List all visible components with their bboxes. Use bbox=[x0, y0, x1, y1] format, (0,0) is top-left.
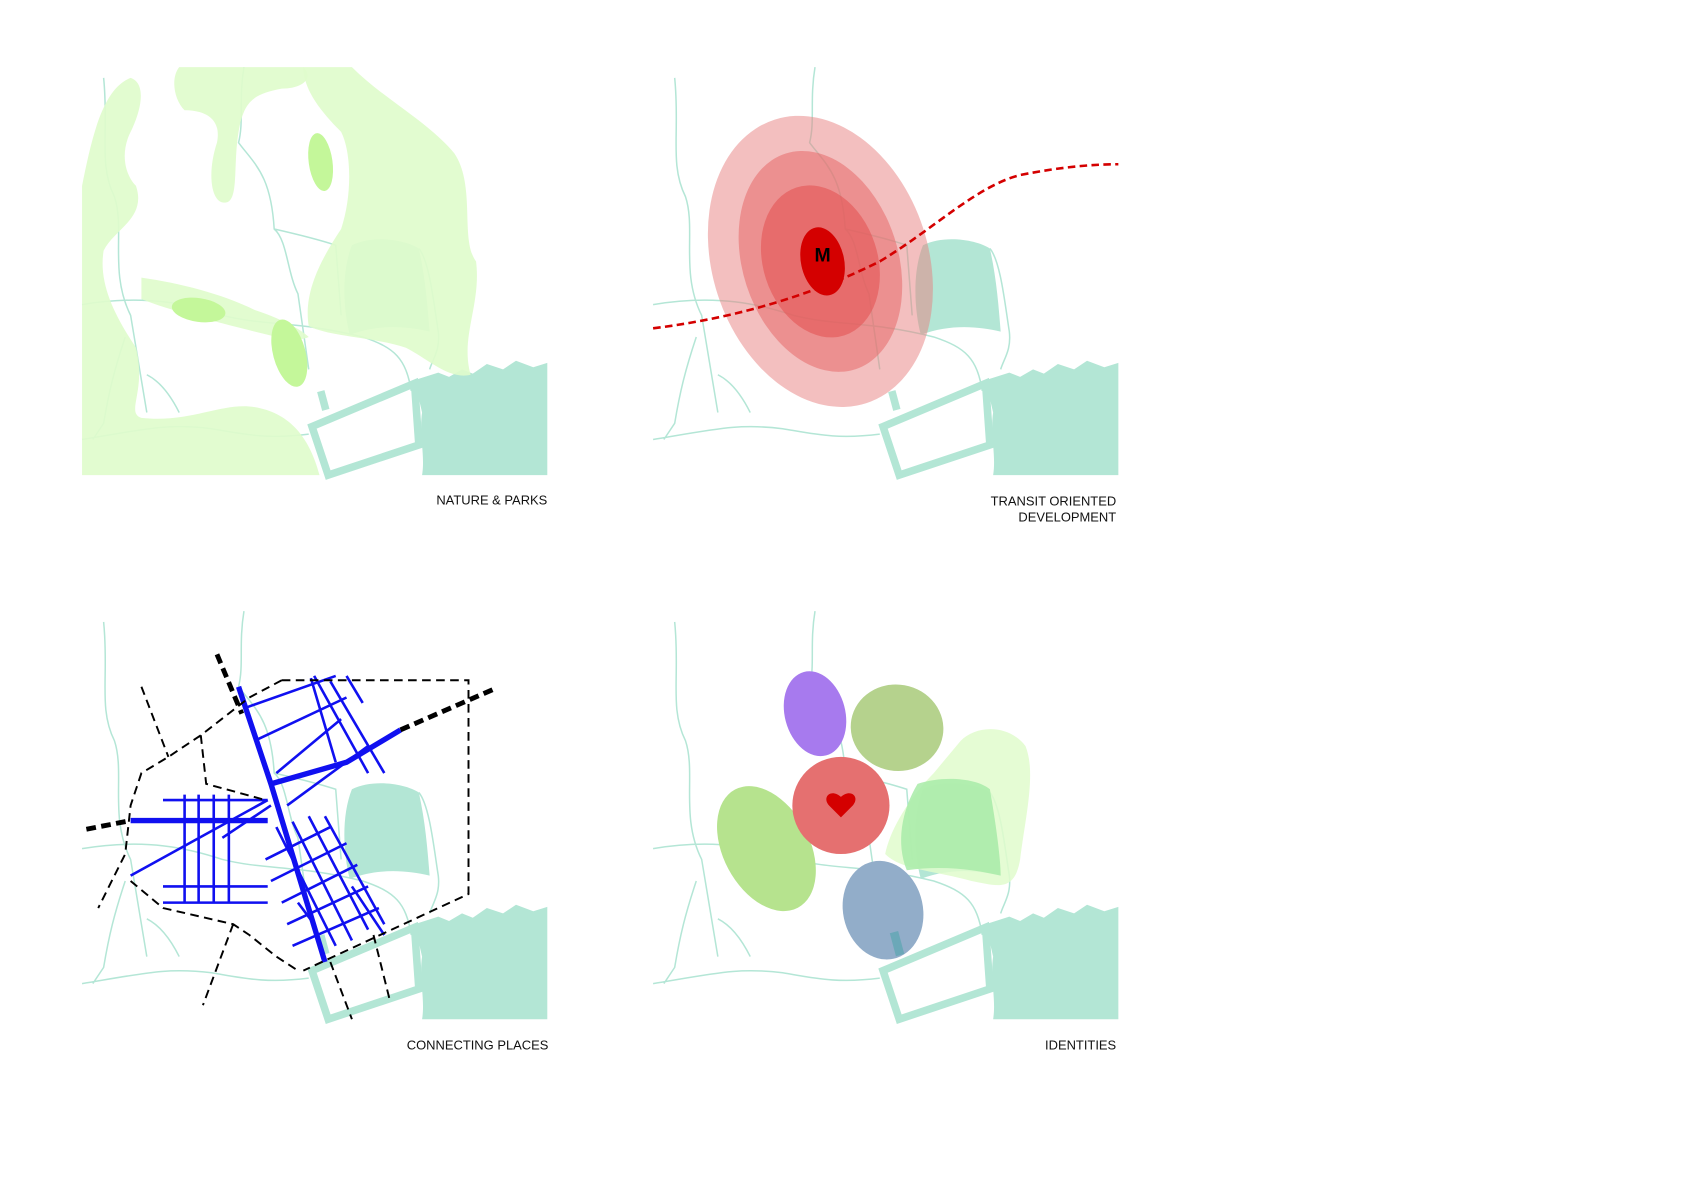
panel-identities bbox=[653, 611, 1118, 1019]
panel-connecting-places bbox=[82, 611, 547, 1019]
panel-nature-parks bbox=[82, 67, 547, 475]
label-connecting-places: CONNECTING PLACES bbox=[407, 1037, 549, 1052]
heart-icon bbox=[826, 793, 856, 818]
identity-olive bbox=[850, 684, 944, 772]
transit-line bbox=[652, 162, 1119, 330]
street-grid bbox=[129, 674, 402, 963]
identity-blue bbox=[842, 860, 924, 960]
label-nature-parks: NATURE & PARKS bbox=[436, 492, 547, 507]
metro-station bbox=[800, 227, 845, 296]
identity-purple bbox=[783, 671, 847, 757]
station-letter: M bbox=[814, 244, 830, 266]
label-transit-line1: TRANSIT ORIENTED bbox=[991, 493, 1117, 508]
label-identities: IDENTITIES bbox=[1045, 1037, 1117, 1052]
identity-green bbox=[717, 786, 816, 912]
panel-transit-oriented-development: M bbox=[653, 67, 1118, 475]
label-transit-line2: DEVELOPMENT bbox=[1018, 510, 1116, 525]
